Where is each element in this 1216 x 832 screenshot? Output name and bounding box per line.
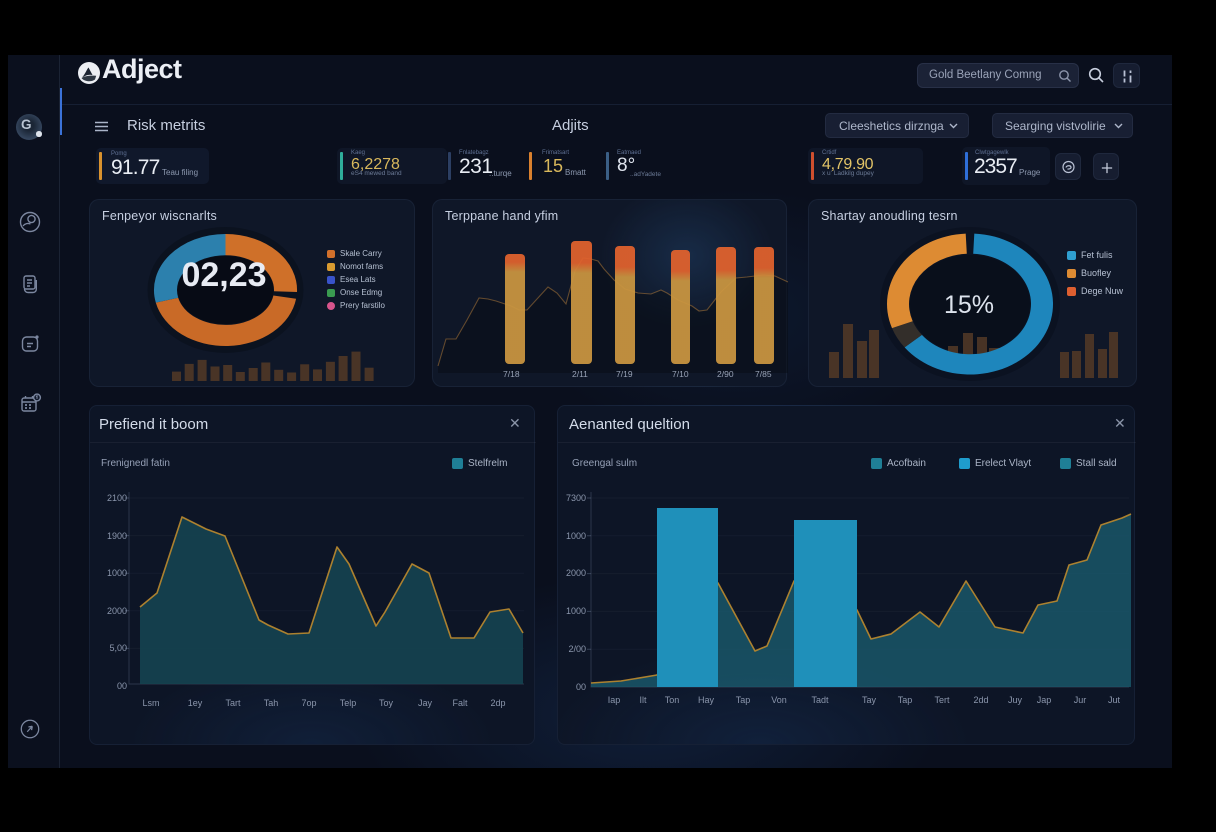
svg-text:1000: 1000 (566, 531, 586, 541)
svg-text:1900: 1900 (107, 531, 127, 541)
svg-text:Juy: Juy (1008, 695, 1023, 705)
svg-text:5,00: 5,00 (109, 643, 127, 653)
svg-text:Falt: Falt (452, 698, 468, 708)
svg-text:2/00: 2/00 (568, 644, 586, 654)
svg-text:Tap: Tap (898, 695, 913, 705)
svg-text:Toy: Toy (379, 698, 394, 708)
svg-text:Tart: Tart (225, 698, 241, 708)
svg-text:Tah: Tah (264, 698, 279, 708)
svg-text:1000: 1000 (107, 568, 127, 578)
svg-text:2000: 2000 (566, 568, 586, 578)
svg-text:Tap: Tap (736, 695, 751, 705)
svg-text:Tadt: Tadt (811, 695, 829, 705)
svg-text:00: 00 (576, 682, 586, 692)
svg-text:2100: 2100 (107, 493, 127, 503)
svg-text:Von: Von (771, 695, 787, 705)
svg-text:1ey: 1ey (188, 698, 203, 708)
svg-text:02,23: 02,23 (181, 256, 266, 294)
svg-text:7op: 7op (301, 698, 316, 708)
svg-text:Ton: Ton (665, 695, 680, 705)
svg-text:2000: 2000 (107, 606, 127, 616)
svg-text:2dp: 2dp (490, 698, 505, 708)
svg-text:Ilt: Ilt (639, 695, 647, 705)
svg-text:Tay: Tay (862, 695, 877, 705)
svg-text:00: 00 (117, 681, 127, 691)
svg-text:Jur: Jur (1074, 695, 1087, 705)
svg-text:Jut: Jut (1108, 695, 1121, 705)
svg-text:7300: 7300 (566, 493, 586, 503)
svg-text:Jap: Jap (1037, 695, 1052, 705)
svg-text:Iap: Iap (608, 695, 621, 705)
svg-text:15%: 15% (944, 291, 994, 319)
svg-text:Telp: Telp (340, 698, 357, 708)
svg-text:Tert: Tert (934, 695, 950, 705)
svg-text:Hay: Hay (698, 695, 715, 705)
svg-text:2dd: 2dd (973, 695, 988, 705)
svg-text:Jay: Jay (418, 698, 433, 708)
svg-text:Lsm: Lsm (142, 698, 159, 708)
svg-text:1000: 1000 (566, 606, 586, 616)
